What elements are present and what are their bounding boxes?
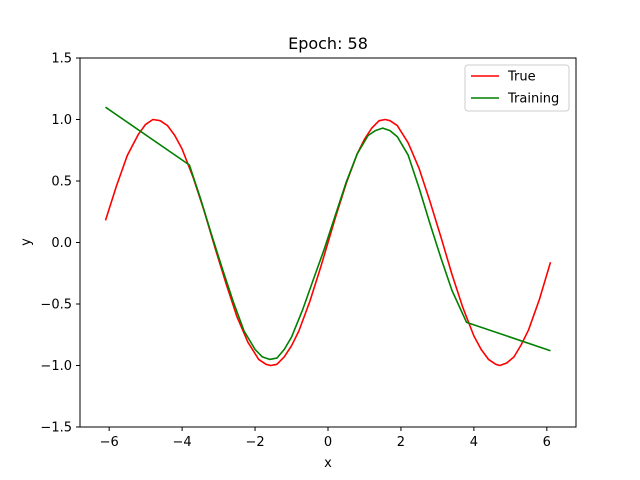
legend-label-training: Training: [507, 92, 559, 107]
x-tick-label: 2: [397, 435, 405, 450]
legend: True Training: [464, 64, 570, 112]
x-tick-label: −2: [245, 435, 264, 450]
x-tick-label: 4: [470, 435, 478, 450]
y-axis-title: y: [19, 238, 34, 246]
chart-title: Epoch: 58: [288, 34, 368, 53]
x-tick-label: 0: [324, 435, 332, 450]
y-tick-label: 0.0: [51, 236, 72, 251]
x-axis: −6 −4 −2 0 2 4 6: [100, 427, 551, 450]
legend-label-true: True: [507, 70, 536, 85]
x-tick-label: −6: [100, 435, 119, 450]
y-axis: −1.5 −1.0 −0.5 0.0 0.5 1.0 1.5: [40, 52, 80, 436]
y-tick-label: −1.5: [40, 421, 72, 436]
x-tick-label: 6: [543, 435, 551, 450]
y-tick-label: 1.5: [51, 52, 72, 67]
y-tick-label: −1.0: [40, 359, 72, 374]
x-tick-label: −4: [173, 435, 192, 450]
series-line-training: [105, 106, 551, 361]
y-tick-label: 1.0: [51, 113, 72, 128]
y-tick-label: −0.5: [40, 298, 72, 313]
y-tick-label: 0.5: [51, 175, 72, 190]
series-layer: [104, 106, 552, 367]
x-axis-title: x: [324, 456, 332, 471]
series-line-true: [104, 118, 552, 367]
